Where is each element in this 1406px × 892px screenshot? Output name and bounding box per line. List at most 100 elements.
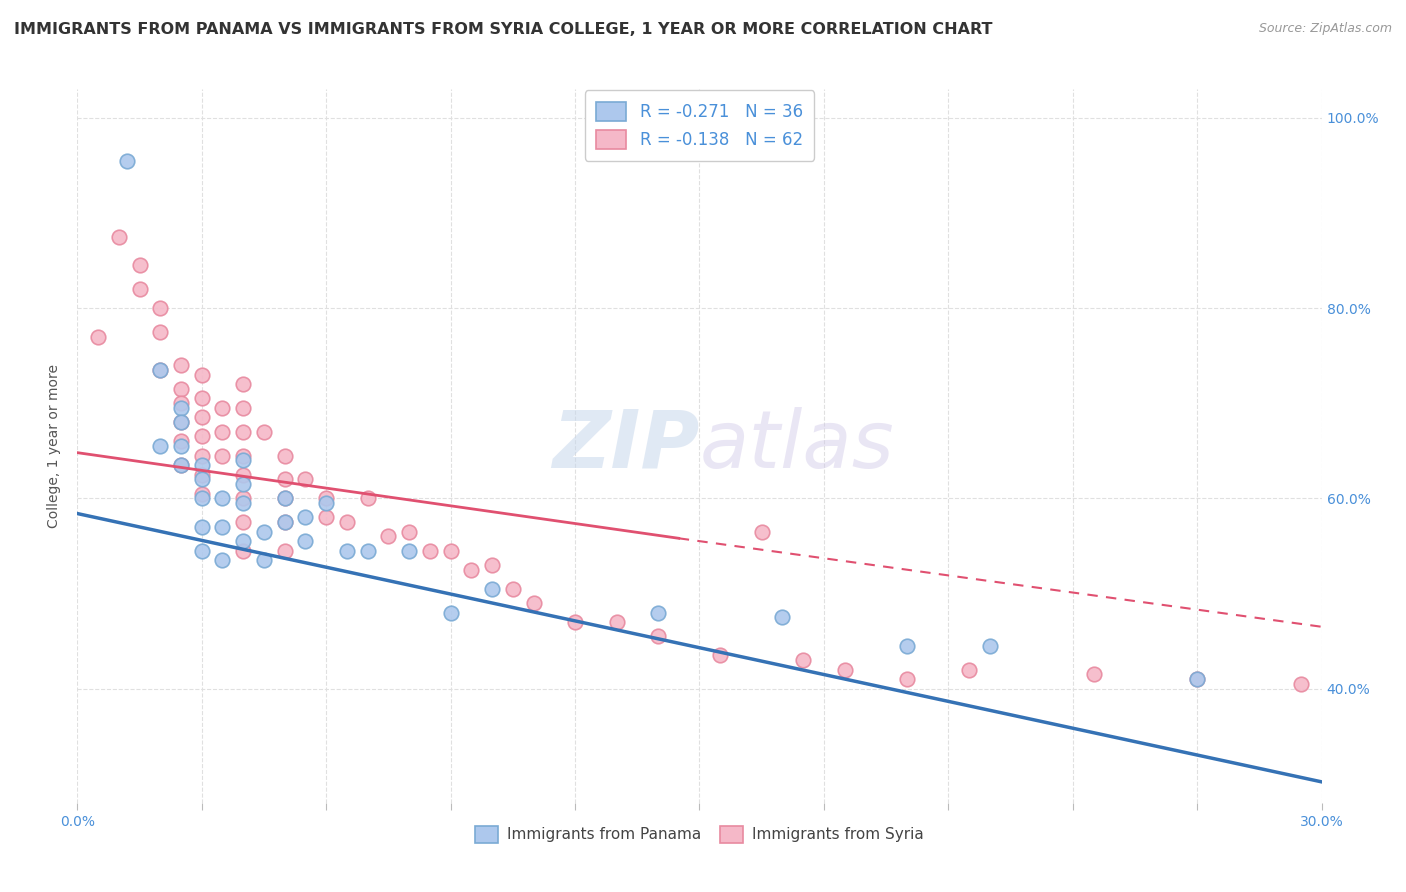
Point bbox=[979, 639, 1001, 653]
Point bbox=[170, 415, 193, 429]
Point bbox=[273, 515, 295, 529]
Point bbox=[232, 515, 254, 529]
Point bbox=[751, 524, 773, 539]
Point bbox=[772, 610, 794, 624]
Point bbox=[211, 425, 233, 439]
Point bbox=[232, 477, 254, 491]
Point bbox=[232, 491, 254, 506]
Point bbox=[190, 368, 214, 382]
Point bbox=[190, 449, 214, 463]
Point bbox=[190, 543, 214, 558]
Point bbox=[232, 543, 254, 558]
Point bbox=[128, 282, 150, 296]
Point bbox=[273, 472, 295, 486]
Point bbox=[211, 401, 233, 415]
Point bbox=[149, 363, 172, 377]
Point bbox=[606, 615, 628, 629]
Point bbox=[190, 520, 214, 534]
Point bbox=[170, 358, 193, 372]
Point bbox=[460, 563, 482, 577]
Point bbox=[149, 301, 172, 315]
Text: ZIP: ZIP bbox=[553, 407, 700, 485]
Y-axis label: College, 1 year or more: College, 1 year or more bbox=[48, 364, 62, 528]
Point bbox=[190, 392, 214, 406]
Point bbox=[190, 472, 214, 486]
Point bbox=[896, 672, 918, 686]
Text: atlas: atlas bbox=[700, 407, 894, 485]
Point bbox=[211, 553, 233, 567]
Point bbox=[170, 396, 193, 410]
Point bbox=[564, 615, 586, 629]
Point bbox=[170, 434, 193, 449]
Point bbox=[398, 524, 420, 539]
Point bbox=[170, 401, 193, 415]
Point bbox=[957, 663, 980, 677]
Point bbox=[232, 467, 254, 482]
Point bbox=[357, 543, 380, 558]
Point bbox=[315, 510, 337, 524]
Point bbox=[232, 401, 254, 415]
Point bbox=[232, 377, 254, 392]
Point bbox=[170, 458, 193, 472]
Point bbox=[190, 491, 214, 506]
Point bbox=[253, 524, 276, 539]
Point bbox=[273, 449, 295, 463]
Point bbox=[190, 486, 214, 500]
Point bbox=[336, 543, 359, 558]
Point bbox=[211, 449, 233, 463]
Point bbox=[170, 415, 193, 429]
Point bbox=[149, 439, 172, 453]
Legend: Immigrants from Panama, Immigrants from Syria: Immigrants from Panama, Immigrants from … bbox=[470, 820, 929, 848]
Point bbox=[149, 325, 172, 339]
Point bbox=[273, 491, 295, 506]
Point bbox=[232, 496, 254, 510]
Point bbox=[115, 153, 138, 168]
Point bbox=[1187, 672, 1209, 686]
Point bbox=[190, 467, 214, 482]
Point bbox=[211, 491, 233, 506]
Point bbox=[647, 606, 669, 620]
Point bbox=[232, 534, 254, 549]
Point bbox=[896, 639, 918, 653]
Point bbox=[232, 449, 254, 463]
Point bbox=[128, 258, 150, 272]
Point bbox=[190, 429, 214, 443]
Point bbox=[377, 529, 399, 543]
Text: IMMIGRANTS FROM PANAMA VS IMMIGRANTS FROM SYRIA COLLEGE, 1 YEAR OR MORE CORRELAT: IMMIGRANTS FROM PANAMA VS IMMIGRANTS FRO… bbox=[14, 22, 993, 37]
Point bbox=[315, 496, 337, 510]
Point bbox=[502, 582, 524, 596]
Point bbox=[792, 653, 814, 667]
Point bbox=[87, 329, 110, 343]
Point bbox=[232, 453, 254, 467]
Text: Source: ZipAtlas.com: Source: ZipAtlas.com bbox=[1258, 22, 1392, 36]
Point bbox=[190, 410, 214, 425]
Point bbox=[523, 596, 546, 610]
Point bbox=[232, 425, 254, 439]
Point bbox=[481, 582, 503, 596]
Point bbox=[357, 491, 380, 506]
Point bbox=[439, 606, 461, 620]
Point bbox=[107, 229, 129, 244]
Point bbox=[315, 491, 337, 506]
Point bbox=[294, 472, 316, 486]
Point bbox=[1289, 677, 1312, 691]
Point bbox=[170, 458, 193, 472]
Point bbox=[190, 458, 214, 472]
Point bbox=[647, 629, 669, 643]
Point bbox=[834, 663, 856, 677]
Point bbox=[273, 491, 295, 506]
Point bbox=[211, 520, 233, 534]
Point bbox=[419, 543, 441, 558]
Point bbox=[398, 543, 420, 558]
Point bbox=[170, 439, 193, 453]
Point bbox=[273, 515, 295, 529]
Point bbox=[253, 553, 276, 567]
Point bbox=[253, 425, 276, 439]
Point bbox=[709, 648, 731, 663]
Point bbox=[294, 510, 316, 524]
Point bbox=[1083, 667, 1105, 681]
Point bbox=[149, 363, 172, 377]
Point bbox=[294, 534, 316, 549]
Point bbox=[273, 543, 295, 558]
Point bbox=[170, 382, 193, 396]
